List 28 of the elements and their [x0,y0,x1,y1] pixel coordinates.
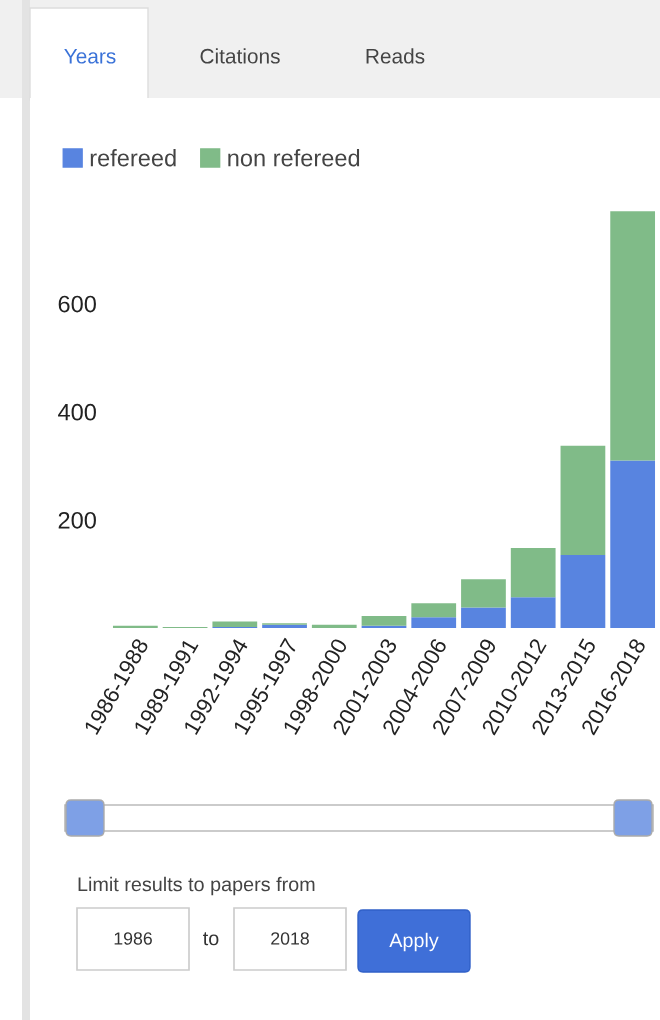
text: Limit results to papers from [78,876,315,896]
bar [461,607,506,628]
bar [610,460,656,628]
bar [112,625,158,628]
bar [560,555,606,628]
bar [461,579,506,608]
text: Apply [389,932,439,952]
text: Citations [200,48,280,64]
text: to [203,932,219,946]
text: 2018 [271,932,309,945]
text: Reads [366,48,425,64]
bar [212,621,258,627]
bar [610,211,656,461]
bar [361,616,407,626]
bar [510,597,556,628]
legend-label: refereed [90,149,176,167]
y-tick-label: 200 [58,511,96,529]
bar [311,624,357,628]
text: Years [64,49,116,64]
bar [560,445,606,556]
bar [411,617,457,628]
bar [411,603,457,618]
y-tick-label: 400 [58,403,96,421]
bar [361,625,407,628]
text: 1986 [114,932,152,945]
bar [510,547,556,598]
y-tick-label: 600 [58,295,96,313]
legend-label: non refereed [228,149,360,167]
